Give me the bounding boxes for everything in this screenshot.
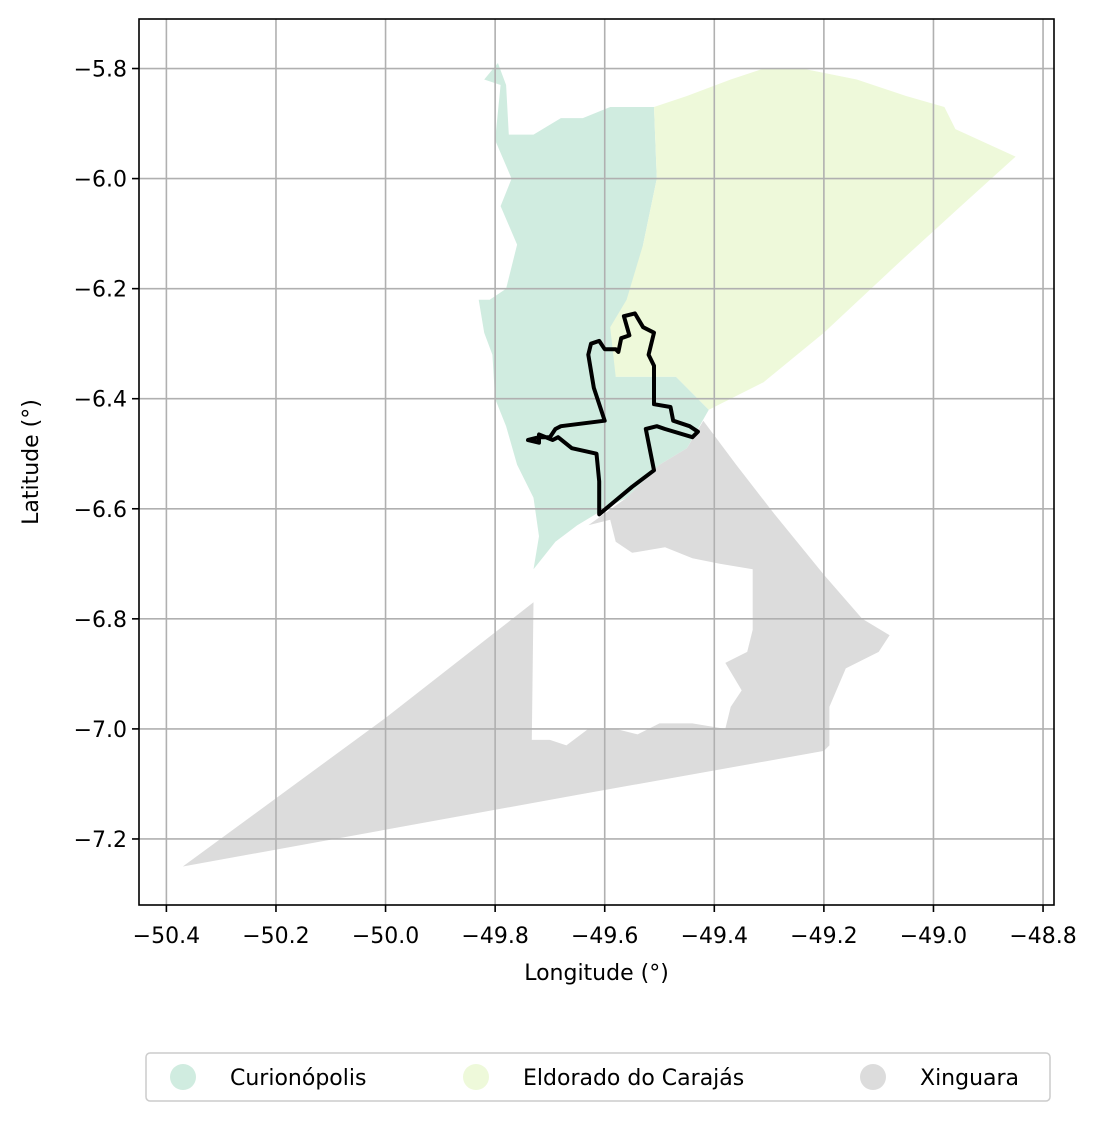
legend: Curionópolis Eldorado do Carajás Xinguara <box>145 1052 1051 1102</box>
y-tick-label: −6.0 <box>74 168 127 193</box>
legend-label: Curionópolis <box>230 1066 366 1091</box>
x-tick-label: −50.4 <box>133 924 200 949</box>
x-tick-label: −49.0 <box>900 924 967 949</box>
legend-label: Eldorado do Carajás <box>523 1066 744 1091</box>
y-axis-title: Latitude (°) <box>19 399 44 525</box>
x-tick-label: −50.0 <box>352 924 419 949</box>
legend-marker <box>860 1064 886 1090</box>
x-tick-label: −49.4 <box>681 924 748 949</box>
y-tick-label: −7.0 <box>74 718 127 743</box>
plot-frame <box>138 18 1055 906</box>
region-xinguara <box>182 420 890 867</box>
legend-marker <box>170 1064 196 1090</box>
x-tick-label: −50.2 <box>242 924 309 949</box>
x-tick-label: −49.6 <box>571 924 638 949</box>
legend-label: Xinguara <box>920 1066 1019 1091</box>
y-tick-label: −5.8 <box>74 58 127 83</box>
y-tick-label: −6.4 <box>74 388 127 413</box>
x-tick-label: −48.8 <box>1009 924 1076 949</box>
study-area-outline-layer <box>526 311 700 517</box>
legend-items: Curionópolis Eldorado do Carajás Xinguara <box>170 1064 1019 1091</box>
x-axis-ticks: −50.4 −50.2 −50.0 −49.8 −49.6 −49.4 −49.2 −49.0… <box>133 905 1077 949</box>
y-tick-label: −6.8 <box>74 608 127 633</box>
plot-area <box>138 18 1055 906</box>
x-axis-title: Longitude (°) <box>524 961 669 986</box>
legend-box <box>145 1052 1051 1102</box>
x-tick-label: −49.8 <box>461 924 528 949</box>
legend-marker <box>463 1064 489 1090</box>
y-tick-label: −6.2 <box>74 278 127 303</box>
region-eldorado-do-caraj-s <box>610 68 1016 410</box>
y-axis-ticks: −5.8 −6.0 −6.2 −6.4 −6.6 −6.8 −7.0 −7.2 <box>74 58 139 853</box>
y-tick-label: −7.2 <box>74 828 127 853</box>
y-tick-label: −6.6 <box>74 498 127 523</box>
study-area-outline <box>526 311 700 517</box>
x-tick-label: −49.2 <box>790 924 857 949</box>
